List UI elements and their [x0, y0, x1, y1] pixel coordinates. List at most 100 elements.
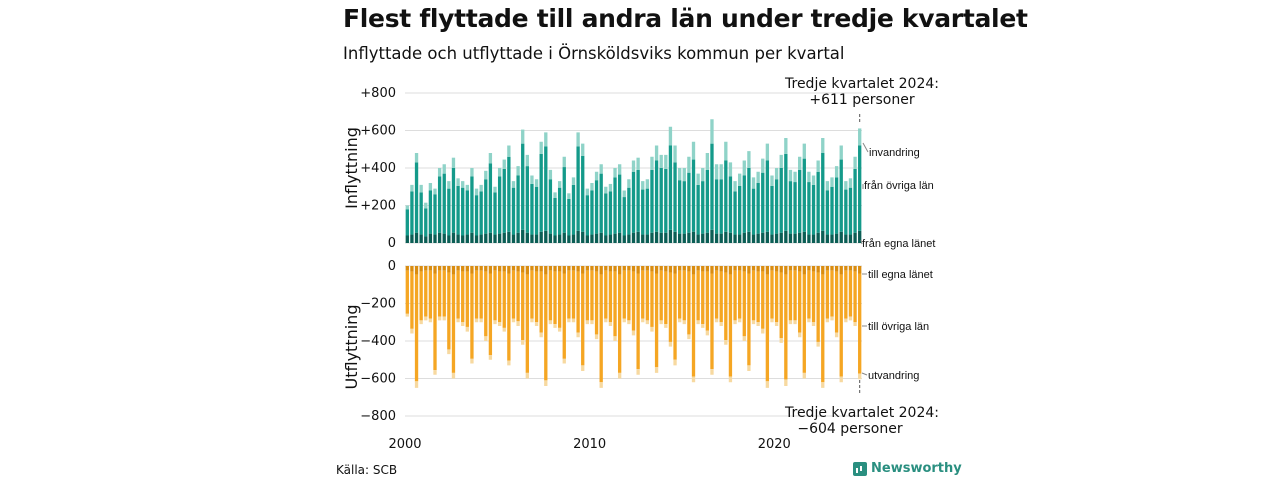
bar-in-immig — [751, 177, 756, 189]
bar-out-own — [853, 266, 857, 272]
bar-out-other — [488, 273, 493, 356]
bar-out-own — [521, 266, 525, 273]
bar-in-other — [488, 163, 493, 233]
bar-out-other — [562, 273, 566, 359]
bar-in-own — [567, 235, 571, 243]
bar-in-other — [627, 187, 631, 235]
bar-out-other — [682, 270, 686, 321]
bar-out-other — [479, 270, 483, 319]
bar-out-other — [858, 273, 862, 374]
bar-out-own — [668, 266, 673, 273]
bar-in-other — [784, 153, 788, 231]
bar-in-own — [719, 233, 723, 243]
bar-in-other — [650, 169, 654, 233]
bar-out-other — [571, 270, 576, 319]
bar-out-other — [719, 271, 723, 323]
bar-out-own — [567, 266, 571, 271]
bar-in-immig — [774, 168, 779, 180]
bar-in-immig — [410, 184, 414, 192]
segment-label-fran-egna-lanet: från egna länet — [862, 238, 935, 250]
bar-out-emig — [493, 320, 497, 325]
bar-in-immig — [784, 138, 788, 154]
annotation-top-line2: +611 personer — [809, 92, 915, 108]
bar-out-emig — [465, 326, 469, 332]
bar-out-other — [419, 271, 423, 321]
bar-out-own — [659, 266, 663, 271]
bar-out-other — [701, 271, 705, 325]
y-tick-top: +400 — [360, 161, 396, 176]
bar-in-own — [798, 232, 802, 243]
bar-in-other — [668, 145, 673, 230]
bar-in-immig — [733, 181, 737, 192]
annotation-bottom-line1: Tredje kvartalet 2024: — [784, 405, 939, 421]
bar-in-other — [571, 184, 576, 235]
bar-out-emig — [756, 322, 760, 326]
bar-out-emig — [442, 316, 446, 321]
bar-in-other — [493, 192, 497, 235]
bar-in-immig — [830, 177, 834, 187]
bar-out-emig — [645, 320, 650, 325]
bar-in-immig — [525, 154, 529, 167]
bar-out-emig — [677, 318, 682, 323]
bar-in-immig — [825, 181, 830, 191]
bar-out-emig — [488, 355, 493, 360]
bar-out-other — [424, 270, 428, 317]
bar-in-immig — [848, 178, 853, 188]
bar-in-own — [590, 234, 594, 243]
bar-out-own — [627, 266, 631, 271]
bar-out-other — [447, 272, 451, 350]
bar-out-emig — [613, 336, 617, 341]
bar-out-other — [728, 274, 733, 377]
bar-out-own — [705, 266, 710, 272]
bar-out-other — [738, 270, 742, 319]
bar-out-emig — [705, 330, 710, 336]
bar-out-other — [581, 273, 585, 366]
bar-in-immig — [470, 168, 474, 177]
bar-in-immig — [571, 177, 576, 185]
bar-in-immig — [497, 168, 502, 177]
bar-in-immig — [548, 169, 553, 180]
bar-out-other — [751, 270, 756, 321]
bar-out-other — [631, 271, 636, 331]
bar-in-immig — [433, 188, 437, 195]
bar-out-own — [488, 266, 493, 274]
bar-in-own — [488, 232, 493, 243]
bar-in-other — [645, 188, 650, 235]
bar-in-immig — [636, 157, 640, 170]
bar-out-emig — [548, 320, 553, 325]
bar-in-immig — [599, 164, 603, 174]
bar-in-other — [761, 172, 765, 233]
bar-out-own — [779, 266, 783, 273]
bar-out-other — [590, 270, 594, 321]
bar-in-own — [802, 231, 806, 243]
y-tick-bottom: −600 — [360, 372, 396, 387]
bar-out-own — [714, 266, 719, 271]
bar-in-own — [784, 230, 788, 243]
bar-out-other — [761, 271, 765, 329]
bar-in-immig — [765, 143, 770, 161]
bar-out-other — [544, 274, 548, 381]
bar-in-own — [613, 233, 617, 243]
bar-out-emig — [853, 322, 857, 326]
bar-in-immig — [779, 154, 783, 168]
bar-out-emig — [839, 376, 843, 383]
bar-out-emig — [479, 318, 483, 323]
bar-out-emig — [728, 376, 733, 383]
bar-out-own — [465, 266, 469, 272]
bar-in-own — [811, 234, 816, 243]
bar-out-emig — [687, 334, 691, 340]
bar-in-own — [525, 232, 529, 243]
bar-out-emig — [770, 318, 774, 323]
bar-out-own — [576, 266, 580, 272]
bar-out-other — [687, 271, 691, 335]
bar-in-immig — [821, 138, 825, 153]
bar-out-emig — [553, 324, 557, 328]
bar-out-other — [451, 274, 456, 373]
bar-out-own — [751, 266, 756, 271]
bar-in-other — [530, 183, 534, 235]
bar-in-own — [442, 233, 446, 243]
bar-in-immig — [617, 164, 622, 175]
bar-in-own — [534, 234, 539, 243]
bar-out-other — [470, 273, 474, 359]
bar-out-other — [844, 270, 848, 319]
